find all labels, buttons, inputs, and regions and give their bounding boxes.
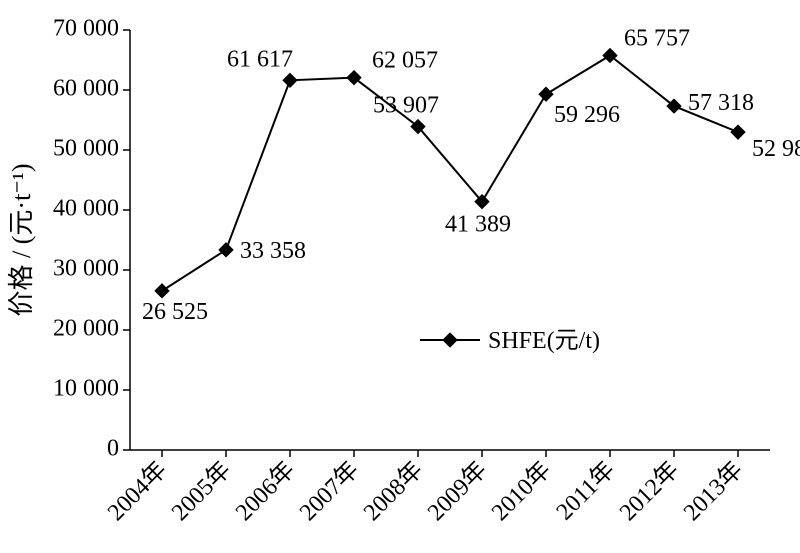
ytick-label: 50 000 <box>53 136 119 162</box>
xtick-label: 2006年 <box>230 456 300 526</box>
xtick-label: 2010年 <box>486 456 556 526</box>
xtick-label: 2012年 <box>614 456 684 526</box>
price-line-chart: 0 10 000 20 000 30 000 40 000 50 000 60 000 70 … <box>0 0 800 553</box>
ytick-label: 0 <box>107 436 119 462</box>
xtick-label: 2009年 <box>422 456 492 526</box>
data-marker <box>283 73 297 87</box>
data-label: 53 907 <box>373 93 439 119</box>
data-label: 65 757 <box>624 25 690 51</box>
xtick-label: 2007年 <box>294 456 364 526</box>
ytick-label: 20 000 <box>53 316 119 342</box>
data-label: 59 296 <box>554 102 620 128</box>
data-label: 62 057 <box>372 48 438 74</box>
xtick-label: 2013年 <box>678 456 748 526</box>
ytick-label: 70 000 <box>53 16 119 42</box>
data-label: 26 525 <box>142 299 208 325</box>
xtick-label: 2004年 <box>102 456 172 526</box>
ytick-label: 40 000 <box>53 196 119 222</box>
data-marker <box>155 284 169 298</box>
y-axis-title: 价格 / (元·t⁻¹) <box>7 164 36 317</box>
data-label: 57 318 <box>688 90 754 116</box>
legend-marker <box>443 333 457 347</box>
xtick-label: 2005年 <box>166 456 236 526</box>
data-label: 33 358 <box>240 238 306 264</box>
ytick-label: 30 000 <box>53 256 119 282</box>
data-marker <box>219 243 233 257</box>
xtick-label: 2011年 <box>551 456 620 525</box>
data-marker <box>539 87 553 101</box>
data-label: 41 389 <box>445 212 511 238</box>
ytick-label: 10 000 <box>53 376 119 402</box>
xtick-label: 2008年 <box>358 456 428 526</box>
data-marker <box>731 125 745 139</box>
data-label: 61 617 <box>227 46 293 72</box>
ytick-label: 60 000 <box>53 76 119 102</box>
legend-label: SHFE(元/t) <box>488 328 600 354</box>
data-label: 52 980 <box>752 136 800 162</box>
